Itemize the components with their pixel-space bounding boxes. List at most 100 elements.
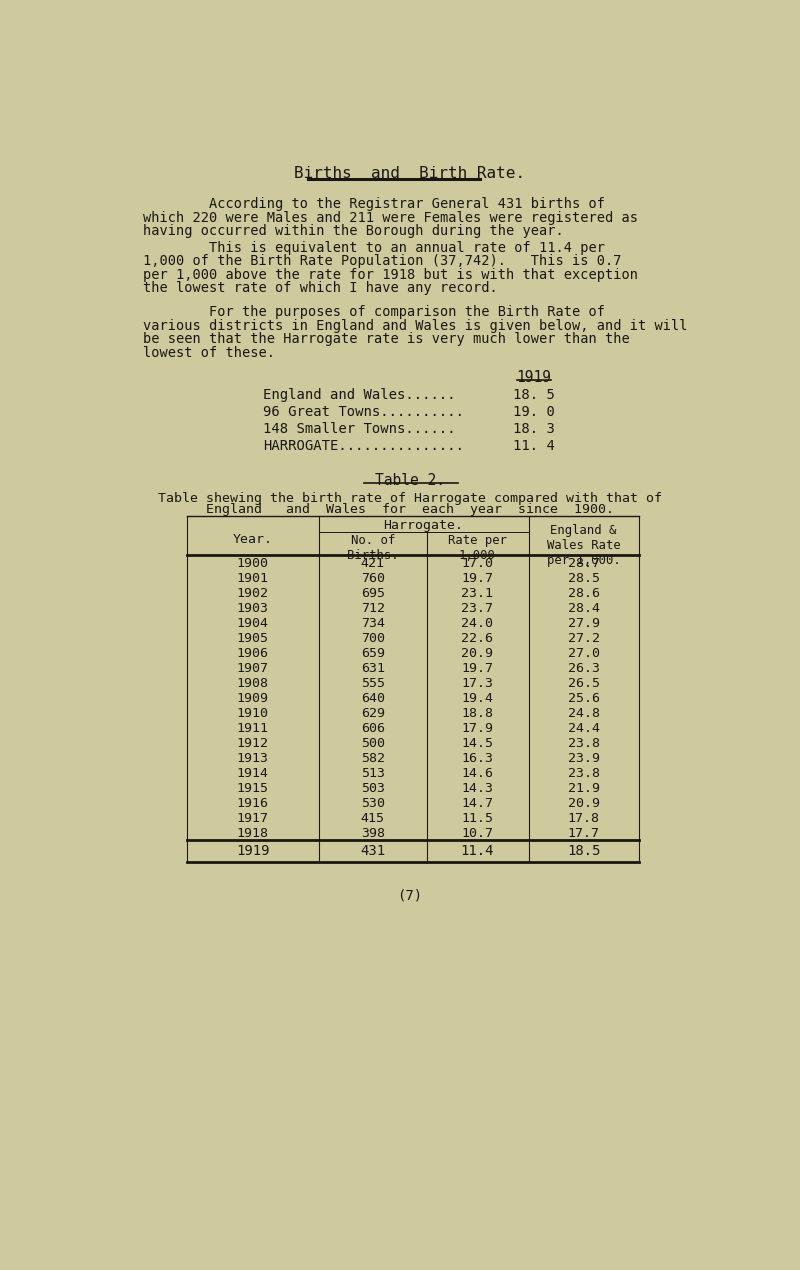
Text: 19.7: 19.7	[462, 662, 494, 676]
Text: 11. 4: 11. 4	[513, 439, 555, 453]
Text: 503: 503	[361, 782, 385, 795]
Text: 18.8: 18.8	[462, 707, 494, 720]
Text: 1910: 1910	[237, 707, 269, 720]
Text: 1913: 1913	[237, 752, 269, 766]
Text: 1915: 1915	[237, 782, 269, 795]
Text: No. of
Births.: No. of Births.	[347, 533, 398, 561]
Text: 555: 555	[361, 677, 385, 690]
Text: 28.5: 28.5	[568, 572, 600, 585]
Text: 415: 415	[361, 813, 385, 826]
Text: 629: 629	[361, 707, 385, 720]
Text: 16.3: 16.3	[462, 752, 494, 766]
Text: 1919: 1919	[517, 370, 551, 385]
Text: 19.4: 19.4	[462, 692, 494, 705]
Text: Births  and  Birth Rate.: Births and Birth Rate.	[294, 166, 526, 182]
Text: 500: 500	[361, 737, 385, 751]
Text: 10.7: 10.7	[462, 827, 494, 841]
Text: 27.0: 27.0	[568, 648, 600, 660]
Text: 14.6: 14.6	[462, 767, 494, 780]
Text: lowest of these.: lowest of these.	[142, 345, 274, 359]
Text: England &
Wales Rate
per 1,000.: England & Wales Rate per 1,000.	[546, 525, 621, 566]
Text: 398: 398	[361, 827, 385, 841]
Text: 24.4: 24.4	[568, 723, 600, 735]
Text: 1914: 1914	[237, 767, 269, 780]
Text: having occurred within the Borough during the year.: having occurred within the Borough durin…	[142, 224, 563, 237]
Text: 18. 3: 18. 3	[513, 423, 555, 437]
Text: which 220 were Males and 211 were Females were registered as: which 220 were Males and 211 were Female…	[142, 211, 638, 225]
Text: 25.6: 25.6	[568, 692, 600, 705]
Text: 19. 0: 19. 0	[513, 405, 555, 419]
Text: Year.: Year.	[233, 533, 273, 546]
Text: 640: 640	[361, 692, 385, 705]
Text: 21.9: 21.9	[568, 782, 600, 795]
Text: 26.5: 26.5	[568, 677, 600, 690]
Text: 96 Great Towns..........: 96 Great Towns..........	[262, 405, 464, 419]
Text: Rate per
1,000: Rate per 1,000	[448, 533, 507, 561]
Text: 700: 700	[361, 632, 385, 645]
Text: 11.4: 11.4	[461, 843, 494, 857]
Text: 530: 530	[361, 798, 385, 810]
Text: HARROGATE...............: HARROGATE...............	[262, 439, 464, 453]
Text: 1905: 1905	[237, 632, 269, 645]
Text: 1916: 1916	[237, 798, 269, 810]
Text: 11.5: 11.5	[462, 813, 494, 826]
Text: 27.9: 27.9	[568, 617, 600, 630]
Text: 22.6: 22.6	[462, 632, 494, 645]
Text: 582: 582	[361, 752, 385, 766]
Text: 1908: 1908	[237, 677, 269, 690]
Text: For the purposes of comparison the Birth Rate of: For the purposes of comparison the Birth…	[142, 305, 605, 319]
Text: 695: 695	[361, 587, 385, 599]
Text: 1912: 1912	[237, 737, 269, 751]
Text: 1904: 1904	[237, 617, 269, 630]
Text: 712: 712	[361, 602, 385, 615]
Text: 1906: 1906	[237, 648, 269, 660]
Text: 1917: 1917	[237, 813, 269, 826]
Text: 734: 734	[361, 617, 385, 630]
Text: Table 2.: Table 2.	[375, 474, 445, 488]
Text: 17.9: 17.9	[462, 723, 494, 735]
Text: 14.7: 14.7	[462, 798, 494, 810]
Text: 1,000 of the Birth Rate Population (37,742).   This is 0.7: 1,000 of the Birth Rate Population (37,7…	[142, 254, 621, 268]
Text: various districts in England and Wales is given below, and it will: various districts in England and Wales i…	[142, 319, 687, 333]
Text: 606: 606	[361, 723, 385, 735]
Text: 24.0: 24.0	[462, 617, 494, 630]
Text: 1907: 1907	[237, 662, 269, 676]
Text: 17.0: 17.0	[462, 558, 494, 570]
Text: 148 Smaller Towns......: 148 Smaller Towns......	[262, 423, 455, 437]
Text: 14.5: 14.5	[462, 737, 494, 751]
Text: 23.8: 23.8	[568, 737, 600, 751]
Text: 18.5: 18.5	[567, 843, 600, 857]
Text: England and Wales......: England and Wales......	[262, 389, 455, 403]
Text: 1900: 1900	[237, 558, 269, 570]
Text: 23.7: 23.7	[462, 602, 494, 615]
Text: 513: 513	[361, 767, 385, 780]
Text: 19.7: 19.7	[462, 572, 494, 585]
Text: 1903: 1903	[237, 602, 269, 615]
Text: 28.6: 28.6	[568, 587, 600, 599]
Text: 631: 631	[361, 662, 385, 676]
Text: Harrogate.: Harrogate.	[383, 518, 463, 532]
Text: be seen that the Harrogate rate is very much lower than the: be seen that the Harrogate rate is very …	[142, 333, 630, 347]
Text: 1911: 1911	[237, 723, 269, 735]
Text: 17.8: 17.8	[568, 813, 600, 826]
Text: 20.9: 20.9	[568, 798, 600, 810]
Text: 28.7: 28.7	[568, 558, 600, 570]
Text: the lowest rate of which I have any record.: the lowest rate of which I have any reco…	[142, 281, 498, 295]
Text: 431: 431	[360, 843, 386, 857]
Text: 1902: 1902	[237, 587, 269, 599]
Text: This is equivalent to an annual rate of 11.4 per: This is equivalent to an annual rate of …	[142, 240, 605, 254]
Text: (7): (7)	[398, 889, 422, 903]
Text: 24.8: 24.8	[568, 707, 600, 720]
Text: 17.3: 17.3	[462, 677, 494, 690]
Text: Table shewing the birth rate of Harrogate compared with that of: Table shewing the birth rate of Harrogat…	[158, 491, 662, 504]
Text: According to the Registrar General 431 births of: According to the Registrar General 431 b…	[142, 197, 605, 211]
Text: 760: 760	[361, 572, 385, 585]
Text: 18. 5: 18. 5	[513, 389, 555, 403]
Text: 20.9: 20.9	[462, 648, 494, 660]
Text: 1918: 1918	[237, 827, 269, 841]
Text: 23.1: 23.1	[462, 587, 494, 599]
Text: 27.2: 27.2	[568, 632, 600, 645]
Text: 1919: 1919	[236, 843, 270, 857]
Text: 23.8: 23.8	[568, 767, 600, 780]
Text: per 1,000 above the rate for 1918 but is with that exception: per 1,000 above the rate for 1918 but is…	[142, 268, 638, 282]
